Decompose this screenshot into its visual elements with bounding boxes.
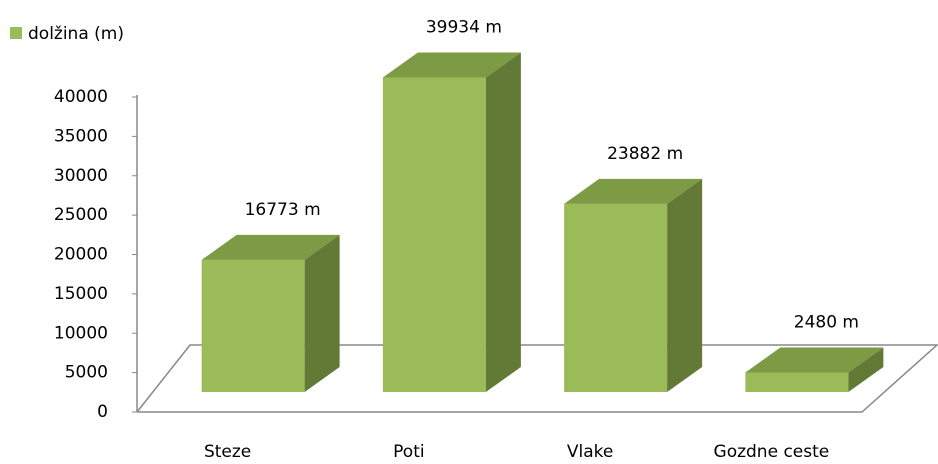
bar-face bbox=[667, 178, 703, 392]
legend-label: dolžina (m) bbox=[28, 24, 124, 44]
bar-face bbox=[304, 234, 340, 392]
y-tick-label: 40000 bbox=[54, 87, 108, 107]
y-tick-label: 30000 bbox=[54, 166, 108, 186]
x-tick-label: Vlake bbox=[567, 442, 613, 462]
bar-face bbox=[745, 347, 884, 373]
bar bbox=[201, 234, 340, 392]
bar bbox=[382, 52, 521, 393]
y-tick-label: 35000 bbox=[54, 126, 108, 146]
x-tick-label: Poti bbox=[393, 442, 424, 462]
bar-face bbox=[564, 178, 703, 204]
bar-face bbox=[201, 234, 340, 260]
bar-face bbox=[848, 347, 884, 392]
bar-face bbox=[382, 77, 486, 393]
y-tick-label: 25000 bbox=[54, 205, 108, 225]
bar bbox=[745, 347, 884, 392]
x-tick-label: Steze bbox=[204, 442, 251, 462]
y-tick-label: 15000 bbox=[54, 284, 108, 304]
bar-face bbox=[564, 203, 668, 392]
bar-face bbox=[201, 259, 305, 392]
y-tick-label: 0 bbox=[97, 402, 108, 422]
bar bbox=[564, 178, 703, 392]
bar-face bbox=[485, 52, 521, 393]
x-tick-label: Gozdne ceste bbox=[714, 442, 830, 462]
y-tick-label: 10000 bbox=[54, 323, 108, 343]
data-label: 39934 m bbox=[426, 18, 502, 38]
floor bbox=[136, 344, 938, 413]
bar-face bbox=[745, 372, 849, 392]
data-label: 23882 m bbox=[607, 144, 683, 164]
data-label: 2480 m bbox=[794, 312, 859, 332]
y-tick-label: 20000 bbox=[54, 245, 108, 265]
legend-swatch bbox=[10, 27, 22, 39]
y-tick-label: 5000 bbox=[65, 363, 108, 383]
data-label: 16773 m bbox=[245, 200, 321, 220]
bar-face bbox=[382, 52, 521, 78]
